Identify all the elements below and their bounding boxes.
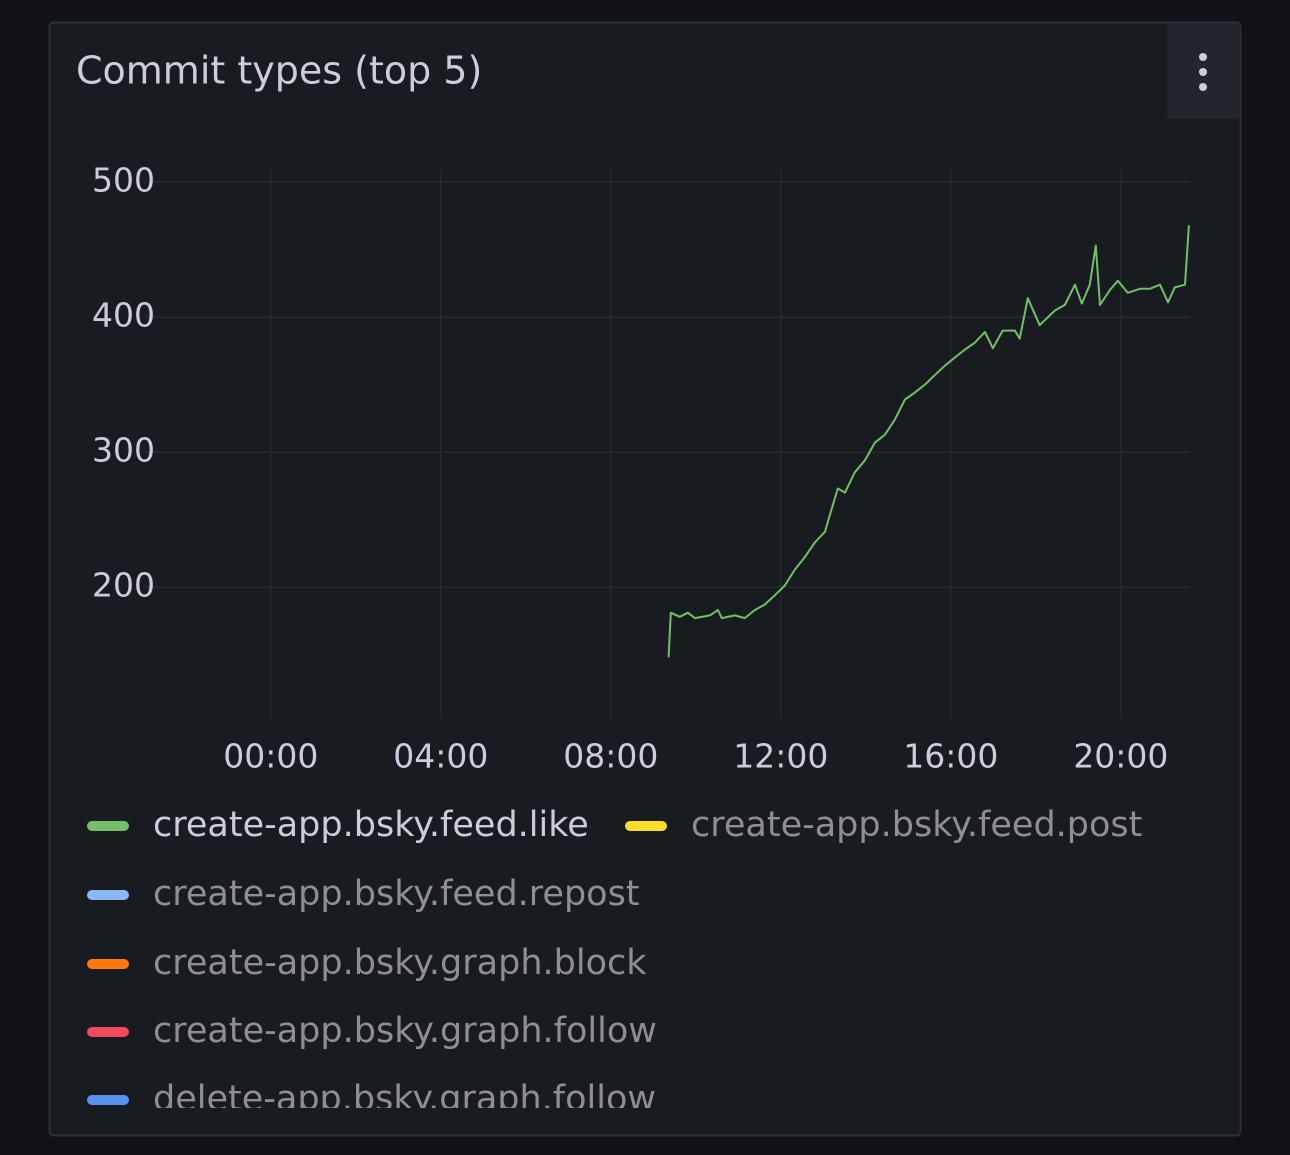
legend-item[interactable]: create-app.bsky.graph.block — [87, 943, 647, 983]
y-tick-label: 200 — [92, 566, 155, 605]
y-tick-label: 400 — [92, 296, 155, 335]
legend-label: create-app.bsky.graph.follow — [153, 1011, 657, 1051]
x-tick-label: 00:00 — [223, 737, 318, 776]
x-tick-label: 08:00 — [563, 737, 658, 776]
plot-area: 200 300 400 500 00:00 04:00 08:00 12:00 16:00 20:… — [92, 161, 1191, 776]
x-tick-label: 04:00 — [393, 737, 488, 776]
legend-item[interactable]: delete-app.bsky.graph.follow — [87, 1079, 656, 1119]
x-tick-label: 20:00 — [1073, 737, 1168, 776]
x-tick-label: 12:00 — [733, 737, 828, 776]
legend: create-app.bsky.feed.like create-app.bsky… — [87, 805, 1142, 1119]
legend-item[interactable]: create-app.bsky.feed.like — [87, 805, 589, 845]
legend-label: create-app.bsky.feed.repost — [153, 874, 640, 914]
legend-label: create-app.bsky.graph.block — [153, 943, 647, 983]
legend-label: create-app.bsky.feed.post — [691, 805, 1142, 845]
x-tick-label: 16:00 — [903, 737, 998, 776]
legend-label: create-app.bsky.feed.like — [153, 805, 589, 845]
panel — [48, 21, 1242, 1137]
y-tick-label: 500 — [92, 161, 155, 200]
y-tick-label: 300 — [92, 431, 155, 470]
legend-item[interactable]: create-app.bsky.feed.post — [625, 805, 1142, 845]
panel-title: Commit types (top 5) — [76, 49, 482, 93]
legend-label: delete-app.bsky.graph.follow — [153, 1079, 656, 1119]
series-line — [667, 225, 1190, 658]
menu-button[interactable] — [1167, 24, 1239, 119]
legend-item[interactable]: create-app.bsky.feed.repost — [87, 874, 640, 914]
legend-item[interactable]: create-app.bsky.graph.follow — [87, 1011, 657, 1051]
